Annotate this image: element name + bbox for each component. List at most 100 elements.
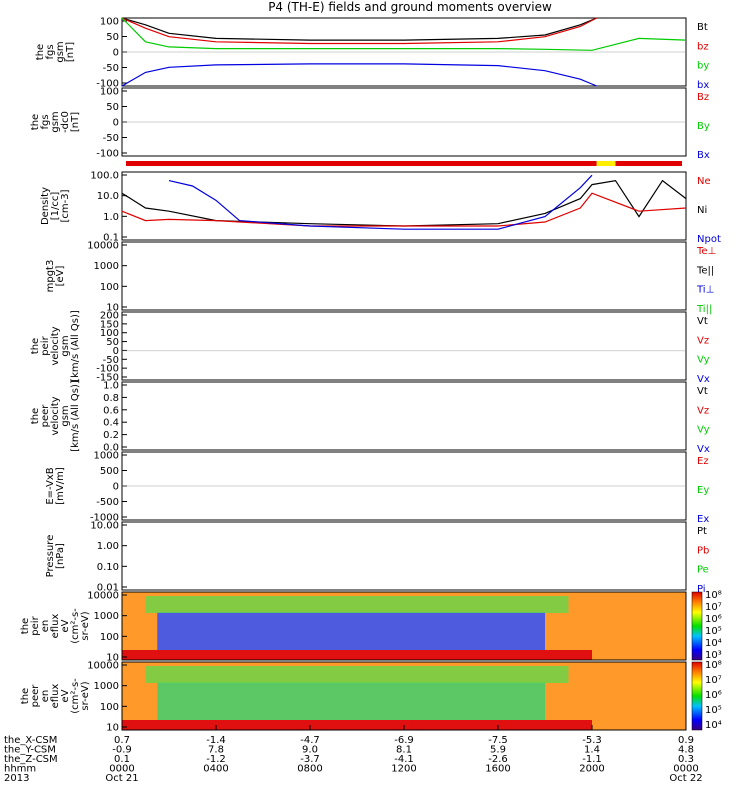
- panel-temp-legend-Ti⊥: Ti⊥: [696, 285, 714, 296]
- panel-fgs_gsm_small-ytick-label: -50: [103, 133, 119, 144]
- panel-pressure-ytick-label: 10.00: [90, 521, 119, 532]
- panel-density-ytick-label: 1.0: [103, 212, 119, 223]
- panel-peer_vel-legend-Vy: Vy: [697, 425, 710, 436]
- panel-peir_vel-legend-Vz: Vz: [697, 335, 709, 346]
- panel-temp-ytick-label: 10: [106, 303, 119, 314]
- series-Ne: [121, 192, 687, 227]
- panel-peir_eflux-ytick-label: 1000: [94, 611, 119, 622]
- panel-density-legend-Npot: Npot: [697, 234, 721, 245]
- panel-temp-ytick-label: 100: [100, 282, 119, 293]
- panel-peir_vel-ytick-label: -50: [103, 355, 119, 366]
- panel-fgs_gsm_small-ytick-label: -100: [96, 149, 119, 160]
- panel-peer_vel-ylabel: the: [30, 408, 41, 424]
- xtick-label: 0.1: [114, 754, 130, 765]
- panel-temp-legend-Te||: Te||: [696, 265, 714, 276]
- xtick-label: 0000: [109, 764, 134, 775]
- xtick-label: 0800: [297, 764, 322, 775]
- panel-efield-ytick-label: -1000: [90, 513, 119, 524]
- panel-fgs_gsm_small-ylabel: [nT]: [70, 112, 81, 132]
- panel-peir_vel-ylabel: [km/s (All Qs)]: [70, 310, 81, 382]
- panel-density-frame: [121, 171, 687, 241]
- xtick-label: 9.0: [302, 745, 318, 756]
- panel-density-ylabel: [1/cc]: [50, 192, 61, 221]
- xtick-label: -5.3: [582, 735, 602, 746]
- xaxis-row-label: the_X-CSM: [4, 735, 57, 746]
- panel-peir_eflux-ylabel: en: [40, 620, 51, 633]
- panel-density-ytick-label: 0.1: [103, 233, 119, 244]
- panel-peir_eflux-ylabel: eV: [60, 619, 71, 632]
- panel-density-ylabel: [cm-3]: [60, 189, 71, 222]
- xtick-label: 0.9: [678, 735, 694, 746]
- panel-peir_vel-ylabel: velocity: [50, 326, 61, 365]
- panel-fgs_gsm_small-ytick-label: 100: [100, 87, 119, 98]
- series-Bt: [121, 17, 597, 41]
- panel-pressure-legend-Pb: Pb: [697, 545, 709, 556]
- panel-peir_vel-ytick-label: 100: [100, 328, 119, 339]
- panel-fgs_gsm_big-ytick-label: -100: [96, 79, 119, 90]
- panel-peir_eflux-ylabel: (cm²-s-: [70, 608, 81, 644]
- panel-efield-ylabel: [mV/m]: [55, 467, 66, 505]
- panel-peer_eflux-colorbar: [691, 661, 703, 731]
- xtick-label: -1.4: [206, 735, 226, 746]
- panel-fgs_gsm_big-ytick-label: 100: [100, 17, 119, 28]
- panel-fgs_gsm_big-ytick-label: 0: [113, 48, 119, 59]
- panel-peer_eflux-ylabel: en: [40, 690, 51, 703]
- panel-peer_vel-ytick-label: 0.6: [103, 405, 119, 416]
- panel-peer_vel-legend-Vt: Vt: [697, 386, 708, 397]
- panel-pressure-legend-Pi: Pi: [697, 584, 706, 595]
- panel-temp-ylabel: mpgt3: [45, 260, 56, 293]
- panel-peer_vel-frame: [121, 381, 687, 451]
- xtick-label: 0.7: [114, 735, 130, 746]
- panel-peir_vel-legend-Vy: Vy: [697, 355, 710, 366]
- panel-pressure-ytick-label: 0.01: [97, 583, 119, 594]
- panel-fgs_gsm_small-legend-By: By: [697, 121, 710, 132]
- mode-bar-yellow: [596, 161, 616, 166]
- panel-peir_eflux-spectrogram-upper-band: [145, 596, 569, 613]
- xtick-label: 1200: [391, 764, 416, 775]
- xtick-label: 2000: [579, 764, 604, 775]
- panel-fgs_gsm_big-legend-bz: bz: [697, 41, 709, 52]
- panel-peir_vel-ylabel: gsm: [60, 335, 71, 356]
- series-Npot: [168, 174, 593, 230]
- panel-peer_eflux-ylabel: the: [20, 688, 31, 704]
- panel-peer_eflux-colorbar-label: 10⁶: [705, 690, 722, 701]
- panel-peer_eflux-ytick-label: 10000: [87, 661, 119, 672]
- series-bx: [121, 63, 597, 87]
- panel-peer_vel-ytick-label: 0.8: [103, 393, 119, 404]
- panel-peer_eflux-ylabel: (cm²-s-: [70, 678, 81, 714]
- panel-peir_vel-ytick-label: 150: [100, 319, 119, 330]
- panel-peir_vel-frame: [121, 311, 687, 381]
- panel-peir_eflux-colorbar: [691, 591, 703, 661]
- panel-peer_vel-legend-Vz: Vz: [697, 405, 709, 416]
- panel-temp-legend-Ti||: Ti||: [696, 304, 712, 315]
- panel-peir_eflux-colorbar-label: 10⁴: [705, 638, 722, 649]
- panel-peir_vel-ytick-label: -150: [96, 373, 119, 384]
- panel-temp-ytick-label: 1000: [94, 261, 119, 272]
- panel-efield-legend-Ey: Ey: [697, 485, 709, 496]
- panel-peer_eflux-spectrogram-band: [157, 682, 545, 724]
- panel-peer_eflux-colorbar-label: 10⁵: [705, 705, 722, 716]
- panel-peir_eflux-ylabel: the: [20, 618, 31, 634]
- xtick-label: -0.9: [112, 745, 132, 756]
- panel-fgs_gsm_small-ytick-label: 0: [113, 118, 119, 129]
- panel-fgs_gsm_small-ylabel: the: [30, 114, 41, 130]
- panel-peir_vel-ylabel: peir: [40, 335, 51, 355]
- panel-fgs_gsm_small-legend-Bz: Bz: [697, 92, 709, 103]
- panel-peer_vel-ytick-label: 0.2: [103, 430, 119, 441]
- panel-peer_eflux-colorbar-label: 10⁷: [705, 675, 722, 686]
- panel-peer_vel-legend-Vx: Vx: [697, 444, 710, 455]
- panel-pressure-ylabel: Pressure: [45, 535, 56, 578]
- panel-peir_vel-ytick-label: 50: [106, 337, 119, 348]
- series-bz: [121, 17, 597, 45]
- panel-peir_vel-ytick-label: 200: [100, 311, 119, 322]
- panel-fgs_gsm_small-ytick-label: 50: [106, 102, 119, 113]
- panel-efield-ytick-label: 1000: [94, 451, 119, 462]
- panel-fgs_gsm_big-legend-by: by: [697, 61, 709, 72]
- panel-peer_eflux-colorbar-label: 10⁴: [705, 720, 722, 731]
- panel-peir_vel-ylabel: the: [30, 338, 41, 354]
- panel-fgs_gsm_small-legend-Bx: Bx: [697, 150, 710, 161]
- panel-peir_eflux-colorbar-label: 10⁶: [705, 614, 722, 625]
- xaxis-row-label: the_Y-CSM: [4, 745, 56, 756]
- panel-peir_eflux-ylabel: sr-eV): [80, 611, 91, 640]
